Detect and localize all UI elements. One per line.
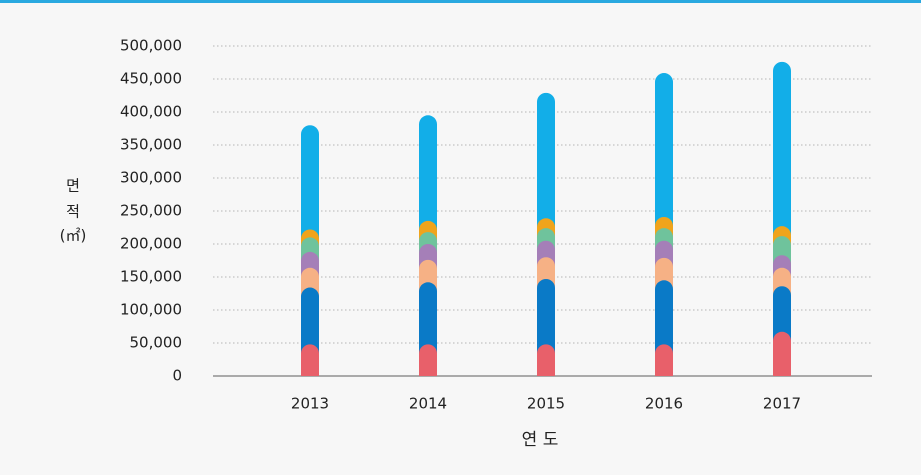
x-tick-label: 2013 bbox=[291, 395, 329, 413]
y-tick-label: 250,000 bbox=[120, 202, 182, 220]
x-tick-label: 2017 bbox=[763, 395, 801, 413]
bar-segment bbox=[419, 344, 437, 376]
x-tick-label: 2016 bbox=[645, 395, 683, 413]
bar-segment bbox=[537, 278, 555, 354]
bar-segment bbox=[301, 125, 319, 239]
y-tick-label: 400,000 bbox=[120, 103, 182, 121]
y-tick-label: 450,000 bbox=[120, 70, 182, 88]
bar-segment bbox=[773, 331, 791, 376]
y-axis-label: (㎡) bbox=[60, 227, 87, 245]
top-border bbox=[0, 0, 921, 3]
bar-segment bbox=[655, 257, 673, 290]
bar-segment bbox=[419, 115, 437, 230]
bar-segment bbox=[419, 282, 437, 354]
x-tick-label: 2014 bbox=[409, 395, 447, 413]
bar-segment bbox=[419, 259, 437, 292]
y-tick-label: 300,000 bbox=[120, 169, 182, 187]
bar-segment bbox=[773, 286, 791, 341]
x-axis-label: 연 도 bbox=[522, 430, 559, 450]
y-tick-label: 350,000 bbox=[120, 136, 182, 154]
bar-segment bbox=[655, 344, 673, 376]
y-tick-label: 50,000 bbox=[130, 334, 183, 352]
y-tick-label: 100,000 bbox=[120, 301, 182, 319]
y-axis-label: 적 bbox=[66, 203, 80, 221]
y-axis-label: 면 bbox=[66, 177, 80, 195]
y-tick-label: 200,000 bbox=[120, 235, 182, 253]
bar-segment bbox=[773, 61, 791, 236]
y-tick-label: 500,000 bbox=[120, 37, 182, 55]
bar-segment bbox=[537, 344, 555, 376]
bar-segment bbox=[301, 287, 319, 354]
y-tick-label: 0 bbox=[172, 367, 182, 385]
y-tick-label: 150,000 bbox=[120, 268, 182, 286]
bar-segment bbox=[537, 92, 555, 228]
bar-segment bbox=[655, 280, 673, 354]
bar-segment bbox=[301, 344, 319, 376]
bar-segment bbox=[655, 73, 673, 226]
x-tick-label: 2015 bbox=[527, 395, 565, 413]
